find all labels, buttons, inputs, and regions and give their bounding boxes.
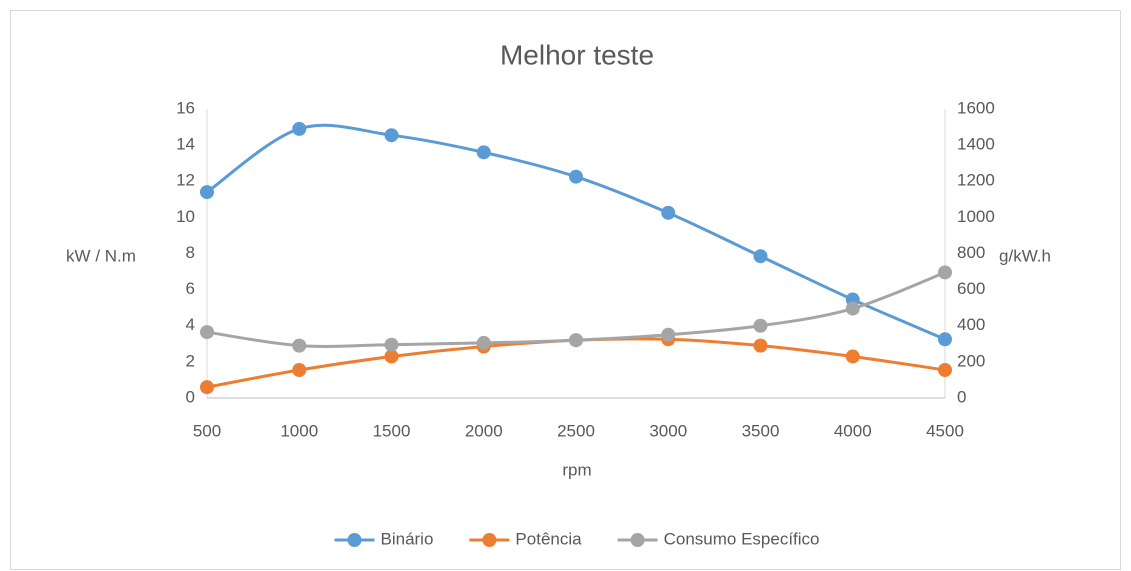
x-axis-label: rpm [562,460,591,479]
x-tick-label: 1000 [280,421,318,440]
legend-label: Binário [381,529,434,548]
series-marker [384,337,399,352]
series-marker [569,169,583,184]
legend-swatch-marker [630,533,645,547]
y-tick-label: 14 [176,135,195,154]
series-marker [661,205,676,220]
series-marker [845,301,860,316]
legend-label: Potência [515,529,582,548]
y-tick-label: 16 [176,98,195,117]
y2-tick-label: 1000 [957,207,995,226]
series-marker [938,332,952,347]
series-marker [476,145,491,160]
y2-axis-label: g/kW.h [999,246,1051,265]
series-marker [753,249,768,264]
series-marker [200,380,214,395]
series-marker [845,349,860,364]
y2-tick-label: 1600 [957,98,995,117]
series-marker [753,338,768,353]
y2-tick-label: 600 [957,279,985,298]
x-tick-label: 2500 [557,421,595,440]
series-marker [938,363,952,378]
y2-tick-label: 800 [957,243,985,262]
y-tick-label: 8 [186,243,195,262]
y-tick-label: 6 [186,279,195,298]
series-marker [292,121,307,136]
x-tick-label: 4000 [834,421,872,440]
chart-border [10,10,1121,570]
series-marker [476,335,491,350]
series-marker [384,128,399,143]
series-marker [938,265,952,280]
x-tick-label: 1500 [373,421,411,440]
y2-tick-label: 400 [957,315,985,334]
y2-tick-label: 1400 [957,135,995,154]
series-marker [292,338,307,353]
y-axis-label: kW / N.m [66,246,136,265]
legend-label: Consumo Específico [664,529,820,548]
y-tick-label: 0 [186,387,195,406]
x-tick-label: 2000 [465,421,503,440]
y-tick-label: 10 [176,207,195,226]
series-marker [569,333,583,348]
x-tick-label: 3000 [649,421,687,440]
legend: Binário Potência Consumo Específico [334,529,820,548]
y2-tick-label: 0 [957,387,966,406]
series-marker [200,185,214,200]
legend-swatch-marker [482,533,497,547]
y2-tick-label: 200 [957,351,985,370]
y-tick-label: 2 [186,351,195,370]
x-tick-label: 3500 [742,421,780,440]
chart-title: Melhor teste [500,39,654,70]
series-marker [384,349,399,364]
series-marker [661,327,676,342]
x-tick-label: 500 [193,421,221,440]
y-tick-label: 12 [176,171,195,190]
series-marker [753,318,768,333]
x-tick-label: 4500 [926,421,964,440]
series-marker [292,363,307,378]
y2-tick-label: 1200 [957,171,995,190]
legend-swatch-marker [347,533,362,547]
series-marker [200,325,214,340]
y-tick-label: 4 [186,315,195,334]
